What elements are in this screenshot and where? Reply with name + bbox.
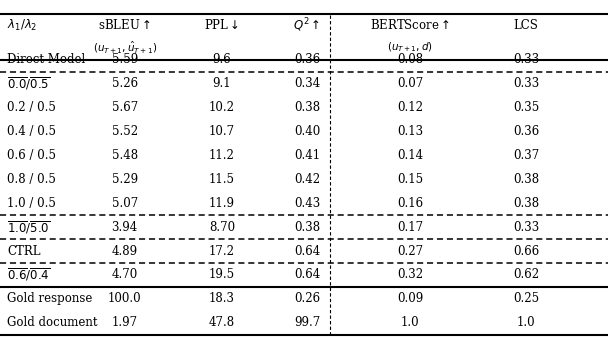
Text: 0.34: 0.34: [294, 77, 320, 90]
Text: 0.33: 0.33: [513, 220, 539, 233]
Text: 0.35: 0.35: [513, 101, 539, 114]
Text: 100.0: 100.0: [108, 292, 142, 305]
Text: 11.9: 11.9: [209, 197, 235, 210]
Text: 0.36: 0.36: [294, 53, 320, 66]
Text: 0.08: 0.08: [398, 53, 423, 66]
Text: Gold response: Gold response: [7, 292, 92, 305]
Text: 0.36: 0.36: [513, 125, 539, 138]
Text: 0.43: 0.43: [294, 197, 320, 210]
Text: Gold document: Gold document: [7, 316, 98, 329]
Text: $(u_{T+1}, \hat{u}_{T+1})$: $(u_{T+1}, \hat{u}_{T+1})$: [92, 39, 157, 55]
Text: 5.67: 5.67: [111, 101, 138, 114]
Text: 0.15: 0.15: [398, 173, 423, 186]
Text: 0.62: 0.62: [513, 268, 539, 281]
Text: 0.33: 0.33: [513, 53, 539, 66]
Text: 0.38: 0.38: [513, 197, 539, 210]
Text: 0.33: 0.33: [513, 77, 539, 90]
Text: $\overline{1.0} / \overline{5.0}$: $\overline{1.0} / \overline{5.0}$: [7, 219, 50, 236]
Text: 99.7: 99.7: [294, 316, 320, 329]
Text: 0.25: 0.25: [513, 292, 539, 305]
Text: 47.8: 47.8: [209, 316, 235, 329]
Text: 5.48: 5.48: [112, 149, 137, 162]
Text: $Q^2$$\uparrow$: $Q^2$$\uparrow$: [293, 16, 321, 34]
Text: CTRL: CTRL: [7, 244, 41, 257]
Text: 0.66: 0.66: [513, 244, 539, 257]
Text: 0.2 / 0.5: 0.2 / 0.5: [7, 101, 56, 114]
Text: 5.26: 5.26: [112, 77, 137, 90]
Text: 10.2: 10.2: [209, 101, 235, 114]
Text: $\overline{0.0} / \overline{0.5}$: $\overline{0.0} / \overline{0.5}$: [7, 75, 50, 92]
Text: $\lambda_1/\lambda_2$: $\lambda_1/\lambda_2$: [7, 18, 38, 33]
Text: 0.14: 0.14: [398, 149, 423, 162]
Text: 9.1: 9.1: [213, 77, 231, 90]
Text: 0.4 / 0.5: 0.4 / 0.5: [7, 125, 57, 138]
Text: 4.89: 4.89: [112, 244, 137, 257]
Text: BERTScore$\uparrow$: BERTScore$\uparrow$: [370, 18, 451, 32]
Text: 0.16: 0.16: [398, 197, 423, 210]
Text: 5.52: 5.52: [112, 125, 137, 138]
Text: 0.40: 0.40: [294, 125, 320, 138]
Text: 9.6: 9.6: [213, 53, 231, 66]
Text: 0.12: 0.12: [398, 101, 423, 114]
Text: 0.38: 0.38: [513, 173, 539, 186]
Text: 11.5: 11.5: [209, 173, 235, 186]
Text: LCS: LCS: [514, 19, 538, 32]
Text: 0.07: 0.07: [397, 77, 424, 90]
Text: 0.32: 0.32: [398, 268, 423, 281]
Text: 0.38: 0.38: [294, 220, 320, 233]
Text: 1.0 / 0.5: 1.0 / 0.5: [7, 197, 56, 210]
Text: 0.26: 0.26: [294, 292, 320, 305]
Text: 0.09: 0.09: [397, 292, 424, 305]
Text: 19.5: 19.5: [209, 268, 235, 281]
Text: 0.41: 0.41: [294, 149, 320, 162]
Text: Direct Model: Direct Model: [7, 53, 86, 66]
Text: 1.0: 1.0: [517, 316, 535, 329]
Text: 0.64: 0.64: [294, 268, 320, 281]
Text: 0.64: 0.64: [294, 244, 320, 257]
Text: 3.94: 3.94: [111, 220, 138, 233]
Text: 1.0: 1.0: [401, 316, 420, 329]
Text: 0.6 / 0.5: 0.6 / 0.5: [7, 149, 57, 162]
Text: 11.2: 11.2: [209, 149, 235, 162]
Text: 5.59: 5.59: [111, 53, 138, 66]
Text: 18.3: 18.3: [209, 292, 235, 305]
Text: 10.7: 10.7: [209, 125, 235, 138]
Text: 0.8 / 0.5: 0.8 / 0.5: [7, 173, 56, 186]
Text: 17.2: 17.2: [209, 244, 235, 257]
Text: 0.13: 0.13: [398, 125, 423, 138]
Text: sBLEU$\uparrow$: sBLEU$\uparrow$: [98, 18, 151, 32]
Text: 0.37: 0.37: [513, 149, 539, 162]
Text: 5.07: 5.07: [111, 197, 138, 210]
Text: 8.70: 8.70: [209, 220, 235, 233]
Text: 0.17: 0.17: [398, 220, 423, 233]
Text: PPL$\downarrow$: PPL$\downarrow$: [204, 18, 240, 32]
Text: $(u_{T+1}, d)$: $(u_{T+1}, d)$: [387, 40, 434, 54]
Text: 0.27: 0.27: [398, 244, 423, 257]
Text: $\overline{0.6} / \overline{0.4}$: $\overline{0.6} / \overline{0.4}$: [7, 266, 50, 283]
Text: 1.97: 1.97: [112, 316, 137, 329]
Text: 5.29: 5.29: [112, 173, 137, 186]
Text: 4.70: 4.70: [111, 268, 138, 281]
Text: 0.42: 0.42: [294, 173, 320, 186]
Text: 0.38: 0.38: [294, 101, 320, 114]
